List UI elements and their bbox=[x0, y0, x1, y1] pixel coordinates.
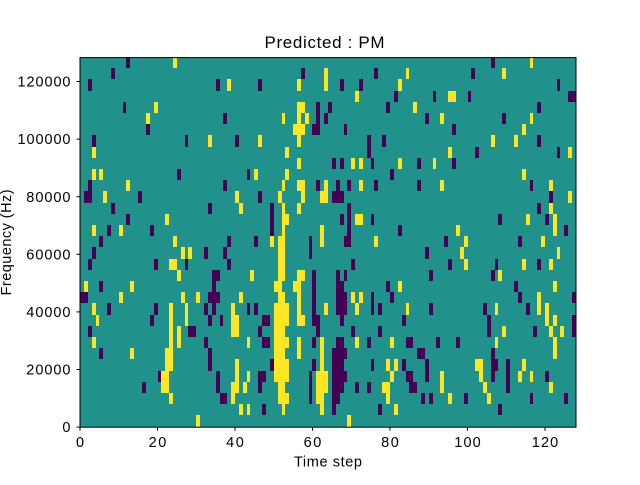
svg-text:60: 60 bbox=[304, 435, 322, 451]
svg-text:120000: 120000 bbox=[18, 75, 71, 91]
svg-text:Time step: Time step bbox=[294, 455, 362, 471]
svg-text:20: 20 bbox=[149, 435, 167, 451]
svg-text:40: 40 bbox=[226, 435, 244, 451]
svg-text:100000: 100000 bbox=[18, 132, 71, 148]
svg-text:Frequency (Hz): Frequency (Hz) bbox=[0, 189, 15, 295]
svg-text:Predicted : PM: Predicted : PM bbox=[265, 33, 385, 52]
svg-text:60000: 60000 bbox=[26, 247, 70, 263]
svg-text:100: 100 bbox=[454, 435, 481, 451]
svg-text:120: 120 bbox=[532, 435, 559, 451]
svg-text:80: 80 bbox=[381, 435, 399, 451]
svg-text:40000: 40000 bbox=[26, 305, 70, 321]
svg-text:0: 0 bbox=[76, 435, 84, 451]
svg-text:80000: 80000 bbox=[26, 190, 70, 206]
svg-text:0: 0 bbox=[62, 420, 70, 436]
svg-text:20000: 20000 bbox=[26, 363, 70, 379]
